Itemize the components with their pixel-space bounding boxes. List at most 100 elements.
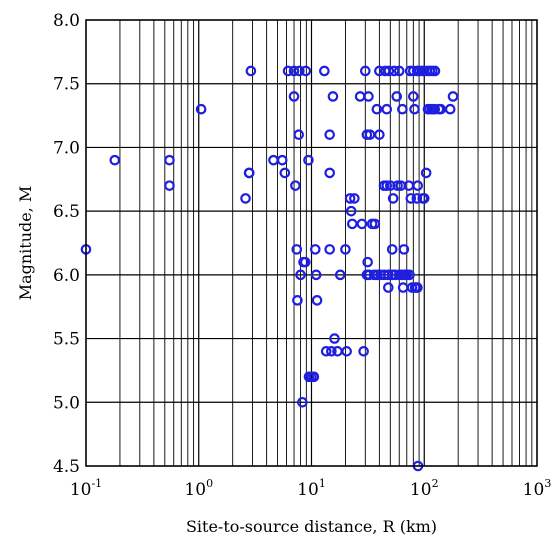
data-point [164, 180, 175, 191]
data-point [381, 103, 393, 115]
data-point [309, 244, 321, 255]
y-axis-title: Magnitude, M [16, 186, 35, 301]
data-point [292, 295, 303, 306]
data-point [276, 154, 288, 166]
data-point [164, 154, 175, 166]
data-point [319, 65, 330, 77]
data-point [303, 154, 314, 166]
data-point [383, 65, 395, 77]
data-point [268, 154, 279, 166]
data-point [420, 167, 432, 179]
y-tick-label: 6.5 [53, 202, 80, 222]
data-point [381, 180, 393, 191]
data-point [397, 103, 408, 115]
data-point [387, 193, 399, 204]
data-point [358, 346, 369, 357]
data-point [385, 180, 396, 191]
data-point [368, 269, 380, 281]
data-point [429, 103, 441, 115]
data-point [340, 244, 351, 255]
y-tick-label: 7.5 [53, 75, 80, 95]
data-point [279, 167, 291, 179]
data-point [346, 218, 358, 230]
data-point [295, 269, 306, 281]
grid-lines [86, 20, 537, 466]
y-tick-label: 6.0 [53, 266, 80, 286]
data-point [329, 333, 340, 344]
data-point [327, 91, 339, 102]
data-point [374, 129, 385, 140]
data-point [349, 193, 360, 204]
data-point [311, 295, 323, 306]
y-tick-label: 5.0 [53, 393, 80, 413]
data-point [408, 91, 419, 102]
data-point [308, 371, 320, 383]
data-point [393, 65, 405, 77]
data-point [409, 103, 420, 115]
plot-frame [85, 19, 538, 467]
data-point [392, 180, 403, 191]
data-point [195, 103, 207, 115]
data-point [405, 193, 417, 204]
data-point [404, 269, 415, 281]
data-point [391, 91, 403, 102]
data-point [245, 65, 257, 77]
data-point [429, 65, 441, 77]
data-point [344, 193, 356, 204]
data-point [354, 91, 366, 102]
data-point [388, 65, 400, 77]
data-point [447, 91, 459, 102]
data-point [435, 103, 447, 115]
data-point [398, 244, 410, 255]
data-point [294, 65, 305, 77]
data-point [326, 346, 337, 357]
data-point [356, 218, 368, 230]
x-tick-label: 101 [297, 477, 326, 500]
data-point [297, 396, 308, 408]
y-tick-label: 7.0 [53, 138, 80, 158]
data-point [363, 91, 374, 102]
data-point [324, 167, 335, 179]
y-tick-labels: 4.5 5.0 5.5 6.0 6.5 7.0 7.5 8.0 [53, 11, 80, 477]
data-point [300, 65, 312, 77]
data-point [240, 193, 251, 204]
y-tick-label: 8.0 [53, 11, 80, 31]
x-tick-label: 103 [523, 477, 552, 500]
data-point [290, 180, 301, 191]
data-point [418, 193, 430, 204]
data-point [397, 282, 409, 293]
data-point [243, 167, 255, 179]
y-tick-label: 5.5 [53, 330, 80, 350]
x-tick-label: 10-1 [70, 477, 102, 500]
data-point [293, 129, 305, 140]
data-point [288, 91, 300, 102]
data-point [369, 218, 381, 230]
data-point [362, 256, 373, 268]
data-point [341, 346, 352, 357]
data-point [383, 269, 394, 281]
data-point [386, 244, 398, 255]
x-axis-title: Site-to-source distance, R (km) [186, 517, 437, 536]
data-point [288, 65, 300, 77]
data-point [412, 282, 423, 293]
data-point [299, 256, 311, 268]
data-point [371, 103, 383, 115]
data-point [109, 154, 121, 166]
data-point [345, 205, 357, 217]
x-tick-labels: 10-1 100 101 102 103 [70, 477, 552, 500]
data-point [310, 269, 322, 281]
data-point [359, 65, 371, 77]
data-point [412, 180, 424, 191]
data-point [444, 103, 456, 115]
data-point [291, 244, 303, 255]
x-tick-label: 102 [410, 477, 439, 500]
x-tick-label: 100 [184, 477, 213, 500]
data-point [282, 65, 294, 77]
data-points [80, 65, 459, 472]
data-point [324, 244, 335, 255]
data-point [324, 129, 335, 140]
data-point [334, 269, 346, 281]
data-point [383, 282, 394, 293]
data-point [320, 346, 332, 357]
